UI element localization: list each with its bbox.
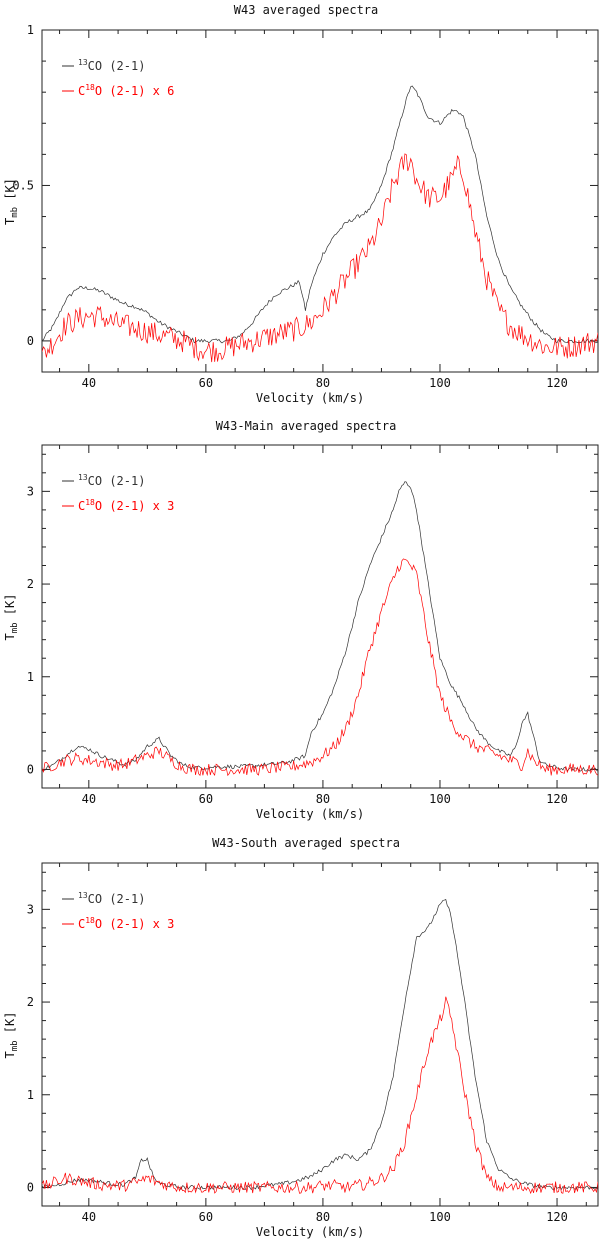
chart-title: W43-South averaged spectra — [212, 836, 400, 850]
chart-title: W43-Main averaged spectra — [216, 419, 397, 433]
x-tick-label: 100 — [429, 376, 451, 390]
legend-entry-1: 13CO (2-1) — [62, 473, 145, 488]
plot-frame — [41, 862, 599, 1207]
x-tick-label: 80 — [316, 792, 330, 806]
plot-frame — [41, 29, 599, 373]
series-13co-line — [42, 481, 598, 772]
y-axis-label: Tmb [K] — [3, 1012, 20, 1059]
x-tick-label: 100 — [429, 792, 451, 806]
x-tick-label: 100 — [429, 1210, 451, 1224]
legend-entry-2: C18O (2-1) x 3 — [62, 916, 174, 931]
x-tick-label: 80 — [316, 376, 330, 390]
y-tick-label: 0 — [27, 334, 34, 348]
legend-label: 13CO (2-1) — [78, 891, 145, 906]
x-tick-label: 40 — [82, 1210, 96, 1224]
legend-entry-1: 13CO (2-1) — [62, 58, 145, 73]
y-tick-label: 2 — [27, 577, 34, 591]
x-tick-label: 60 — [199, 376, 213, 390]
x-tick-label: 80 — [316, 1210, 330, 1224]
x-tick-label: 40 — [82, 376, 96, 390]
y-tick-label: 0 — [27, 1180, 34, 1194]
legend-label: 13CO (2-1) — [78, 473, 145, 488]
legend-label: C18O (2-1) x 3 — [78, 498, 174, 513]
series-13co-line — [42, 899, 598, 1191]
y-axis-label: Tmb [K] — [3, 594, 20, 641]
x-tick-label: 60 — [199, 792, 213, 806]
y-tick-label: 0 — [27, 762, 34, 776]
y-tick-label: 2 — [27, 995, 34, 1009]
chart-panel-3: W43-South averaged spectra 40 60 80 100 120 0 1… — [3, 836, 599, 1239]
legend-entry-2: C18O (2-1) x 3 — [62, 498, 174, 513]
y-tick-label: 3 — [27, 902, 34, 916]
y-tick-label: 1 — [27, 1088, 34, 1102]
x-tick-label: 60 — [199, 1210, 213, 1224]
legend-entry-2: C18O (2-1) x 6 — [62, 83, 174, 98]
series-c18o-line — [42, 996, 598, 1195]
legend-entry-1: 13CO (2-1) — [62, 891, 145, 906]
x-tick-label: 120 — [546, 792, 568, 806]
x-tick-label: 40 — [82, 792, 96, 806]
series-13co-line — [42, 85, 598, 344]
y-tick-label: 3 — [27, 484, 34, 498]
x-axis-label: Velocity (km/s) — [256, 391, 364, 405]
x-tick-label: 120 — [546, 1210, 568, 1224]
chart-panel-1: W43 averaged spectra 40 60 80 100 120 0 0.5 1 Vel… — [3, 3, 599, 405]
y-axis-label: Tmb [K] — [3, 178, 20, 225]
legend-label: 13CO (2-1) — [78, 58, 145, 73]
y-tick-label: 1 — [27, 23, 34, 37]
y-tick-label: 1 — [27, 670, 34, 684]
x-axis-label: Velocity (km/s) — [256, 1225, 364, 1239]
x-tick-label: 120 — [546, 376, 568, 390]
legend-label: C18O (2-1) x 6 — [78, 83, 174, 98]
x-axis-label: Velocity (km/s) — [256, 807, 364, 821]
series-c18o-line — [42, 153, 598, 363]
y-tick-label: 0.5 — [12, 178, 34, 192]
series-c18o-line — [42, 558, 598, 777]
chart-title: W43 averaged spectra — [234, 3, 379, 17]
legend-label: C18O (2-1) x 3 — [78, 916, 174, 931]
chart-panel-2: W43-Main averaged spectra 40 60 80 100 120 0 1 2… — [3, 419, 599, 821]
plot-frame — [41, 444, 599, 789]
